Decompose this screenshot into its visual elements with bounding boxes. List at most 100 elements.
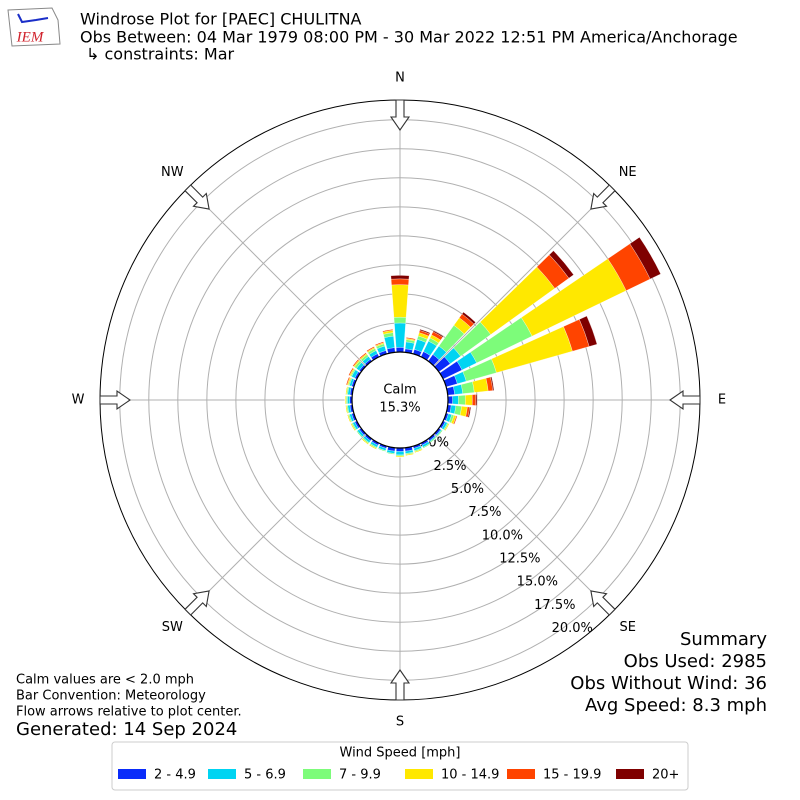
subtitle: ↳ constraints: Mar	[86, 45, 234, 64]
legend-swatch	[208, 769, 236, 779]
compass-label: W	[72, 393, 85, 408]
ring-label: 20.0%	[552, 621, 593, 636]
ring-label: 12.5%	[499, 552, 540, 567]
bar-segment	[352, 359, 359, 366]
bar-segment	[406, 337, 416, 339]
bar-segment	[394, 322, 406, 348]
logo: IEM	[7, 7, 61, 47]
flow-arrow	[389, 99, 411, 131]
compass-label: SE	[619, 620, 635, 635]
summary-title: Summary	[680, 629, 767, 650]
legend-box	[111, 741, 689, 791]
ring-label: 2.5%	[433, 459, 466, 474]
calm-label: Calm	[383, 383, 416, 398]
bar-segment	[391, 284, 409, 318]
summary-line: Avg Speed: 8.3 mph	[585, 695, 767, 716]
compass-label: N	[395, 71, 405, 86]
bar-segment	[475, 394, 478, 406]
bar-segment	[549, 250, 574, 279]
subtitle: Obs Between: 04 Mar 1979 08:00 PM - 30 M…	[80, 28, 738, 47]
title: Windrose Plot for [PAEC] CHULITNA	[80, 10, 362, 29]
flow-arrow	[389, 669, 411, 701]
bar-segment	[382, 328, 393, 332]
bar-segment	[432, 330, 444, 338]
bar-segment	[419, 329, 431, 335]
bar-segment	[437, 430, 443, 437]
generated: Generated: 14 Sep 2024	[16, 719, 237, 740]
bar-segment	[348, 367, 353, 376]
bar-segment	[472, 394, 477, 406]
summary-line: Obs Used: 2985	[624, 651, 767, 672]
grid-ring	[235, 235, 565, 565]
ring-label: 17.5%	[534, 598, 575, 613]
bar-segment	[445, 423, 450, 431]
plot-area: 0.0%2.5%5.0%7.5%10.0%12.5%15.0%17.5%20.0…	[72, 71, 727, 730]
compass-label: NW	[161, 165, 184, 180]
bar-segment	[375, 341, 384, 345]
bar-segment	[359, 352, 366, 359]
bar-segment	[465, 394, 473, 406]
bar-segment	[390, 278, 410, 286]
summary-line: Obs Without Wind: 36	[570, 673, 767, 694]
flow-arrow	[590, 590, 616, 616]
bar-segment	[347, 395, 350, 405]
spoke	[433, 187, 613, 367]
compass-label: SW	[162, 620, 183, 635]
flow-arrow	[184, 184, 210, 210]
grid-ring	[206, 206, 594, 594]
compass-label: S	[396, 715, 404, 730]
legend-label: 20+	[652, 768, 679, 783]
bar-segment	[467, 406, 472, 418]
legend-swatch	[118, 769, 146, 779]
flow-arrow	[99, 389, 131, 411]
bar-segment	[461, 311, 476, 325]
spoke	[187, 433, 367, 613]
legend-swatch	[405, 769, 433, 779]
legend-swatch	[616, 769, 644, 779]
bar-segment	[452, 395, 459, 405]
footnote: Flow arrows relative to plot center.	[16, 705, 242, 720]
bar-segment	[629, 237, 661, 280]
legend-swatch	[303, 769, 331, 779]
grid-ring	[264, 264, 536, 536]
bar-segment	[460, 381, 475, 394]
bar-segment	[393, 317, 407, 324]
bar-segment	[579, 315, 598, 347]
legend-label: 15 - 19.9	[543, 768, 601, 783]
bar-segment	[369, 445, 377, 450]
bar-segment	[453, 384, 463, 395]
legend-label: 7 - 9.9	[339, 768, 381, 783]
spoke	[187, 187, 367, 367]
bar-segment	[395, 451, 405, 456]
flow-arrow	[184, 590, 210, 616]
bar-segment	[384, 335, 395, 350]
bar-segment	[345, 405, 347, 414]
bar-segment	[346, 414, 350, 423]
legend-title: Wind Speed [mph]	[340, 746, 461, 761]
legend-label: 5 - 6.9	[244, 768, 286, 783]
bar-segment	[414, 450, 423, 454]
bar-segment	[350, 423, 355, 431]
calm-circle	[351, 351, 449, 449]
flow-arrow	[590, 184, 616, 210]
footnote: Calm values are < 2.0 mph	[16, 673, 194, 688]
spoke	[433, 433, 613, 613]
grid-ring	[148, 148, 652, 652]
ring-label: 15.0%	[517, 575, 558, 590]
grid-ring	[177, 177, 623, 623]
bar-segment	[390, 275, 410, 280]
legend: 2 - 4.9 5 - 6.9 7 - 9.9 10 - 14.9 15 - 19.9 2…	[118, 768, 679, 783]
compass-label: NE	[619, 165, 637, 180]
flow-arrow	[669, 389, 701, 411]
compass-label: E	[718, 393, 726, 408]
bar-segment	[490, 376, 495, 391]
legend-label: 2 - 4.9	[154, 768, 196, 783]
legend-swatch	[507, 769, 535, 779]
calm-value: 15.3%	[379, 401, 420, 416]
legend-label: 10 - 14.9	[441, 768, 499, 783]
ring-label: 10.0%	[482, 528, 523, 543]
logo-text: IEM	[16, 29, 45, 45]
bar-segment	[458, 395, 466, 405]
ring-label: 7.5%	[468, 505, 501, 520]
